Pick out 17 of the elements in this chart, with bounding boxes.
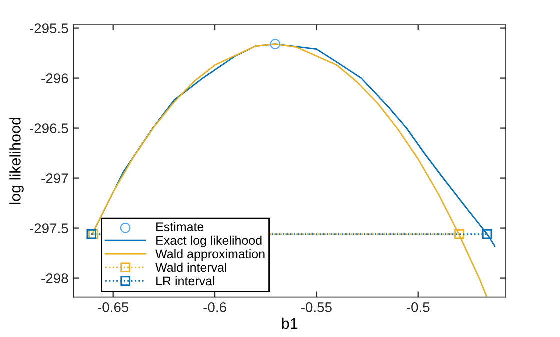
y-tick-label: -297.5	[30, 224, 68, 234]
y-tick-label: -296	[42, 74, 68, 84]
x-tick-label: -0.5	[407, 302, 430, 312]
x-tick-label: -0.65	[98, 302, 129, 312]
y-axis-title: log likelihood	[10, 118, 24, 204]
legend-label: LR interval	[156, 276, 214, 286]
legend-label: Exact log likelihood	[156, 236, 262, 248]
x-tick-label: -0.6	[204, 302, 226, 312]
legend-label: Wald approximation	[156, 249, 265, 262]
x-axis-title: b1	[282, 318, 298, 330]
legend-label: Estimate	[156, 222, 204, 232]
y-tick-label: -295.5	[30, 24, 68, 34]
y-tick-label: -298	[42, 274, 68, 284]
y-tick-label: -296.5	[30, 124, 68, 134]
x-tick-label: -0.55	[301, 302, 332, 312]
y-tick-label: -297	[42, 174, 68, 184]
legend-label: Wald interval	[156, 262, 226, 272]
